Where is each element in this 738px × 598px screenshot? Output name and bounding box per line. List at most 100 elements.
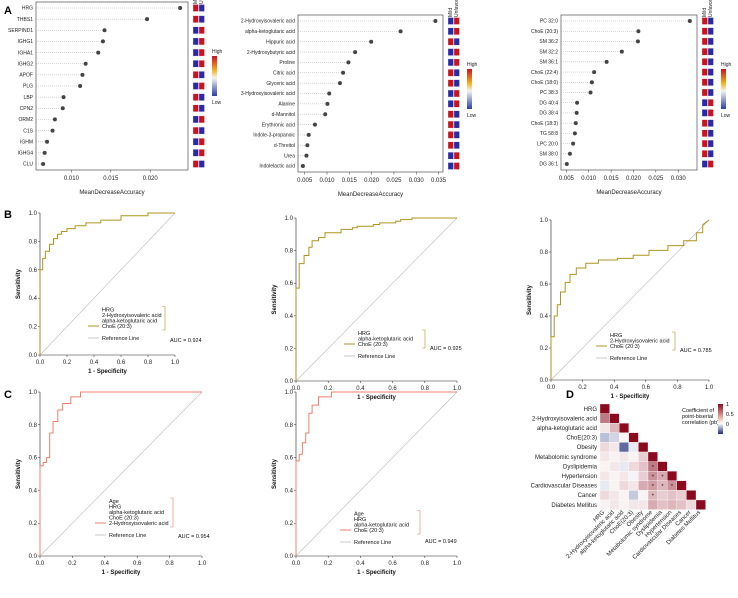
x-axis-label: MeanDecreaseAccuracy: [79, 190, 144, 196]
y-tick-label: 0.6: [540, 282, 549, 288]
unfavorable-cell: [453, 38, 460, 46]
corr-cell: [609, 461, 620, 472]
x-axis-label: MeanDecreaseAccuracy: [596, 190, 661, 196]
unfavorable-cell: [707, 99, 714, 107]
legend-reference-label: Reference Line: [358, 354, 395, 360]
corr-cell: [599, 499, 610, 510]
mild-cell: [701, 119, 708, 127]
unfavorable-cell: [198, 138, 205, 146]
y-tick-label: 0.2: [285, 346, 294, 352]
roc-plot-B1: 0.00.0 0.2 0.2 0.4 0.4 0.6 0.6 0.8 0.8 1.0 1.0 1 - …: [16, 211, 202, 375]
unfavorable-cell: [707, 47, 714, 56]
row-label: Obesity: [577, 445, 597, 451]
corr-cell: [638, 480, 649, 491]
corr-cell: [609, 480, 620, 491]
legend-entry: ChoE (20:3): [354, 528, 384, 534]
corr-cell: [638, 471, 649, 481]
feature-label: ChoE (18:3): [531, 121, 558, 127]
colorbar: [718, 404, 723, 434]
legend-gradient: [467, 69, 472, 109]
y-tick-label: 0.8: [285, 249, 294, 255]
corr-cell: [657, 461, 668, 472]
mild-cell: [192, 15, 199, 23]
dot-PC 32:0: [687, 19, 692, 23]
corr-cell: [619, 480, 629, 491]
y-tick-label: 0.0: [285, 379, 294, 385]
dot-SERPIND1: [102, 28, 107, 33]
x-tick-label: 0.0: [292, 561, 301, 567]
y-tick-label: 0.4: [29, 488, 38, 494]
corr-cell: [638, 442, 649, 453]
colorbar-tick-label: 0: [726, 422, 729, 428]
mild-cell: [192, 71, 199, 79]
x-tick-label: 0.8: [144, 360, 153, 366]
y-tick-label: 0.0: [285, 554, 294, 560]
legend-reference-label: Reference Line: [610, 356, 647, 362]
x-tick-label: 1.0: [705, 385, 714, 391]
legend-entry: HRG: [102, 308, 114, 314]
roc-plot-C1: 0.00.0 0.2 0.2 0.4 0.4 0.6 0.6 0.8 0.8 1.0 1.0 1 - …: [16, 390, 210, 576]
corr-cell: [609, 471, 620, 481]
corr-cell: [638, 499, 649, 510]
feature-label: Citric acid: [273, 70, 295, 76]
x-tick-label: 0.020: [626, 176, 642, 182]
x-tick-label: 0.010: [64, 176, 80, 182]
feature-label: ORM2: [19, 117, 34, 123]
y-tick-label: 1.0: [29, 390, 38, 396]
x-tick-label: 0.035: [431, 178, 447, 184]
row-label: Dyslipidemia: [563, 464, 598, 470]
unfavorable-cell: [453, 17, 460, 25]
x-tick-label: 1.0: [198, 561, 207, 567]
legend-entry: ChoE (20:3): [610, 344, 640, 350]
x-tick-label: 0.005: [559, 176, 575, 182]
feature-label: IGHM: [20, 139, 33, 145]
corr-cell: [609, 490, 620, 501]
x-axis-label: MeanDecreaseAccuracy: [338, 192, 403, 198]
dot-DG 38:4: [574, 110, 579, 115]
corr-cell: [638, 490, 649, 501]
mild-cell: [447, 79, 454, 87]
unfavorable-cell: [453, 151, 460, 160]
x-tick-label: 0.0: [36, 561, 45, 567]
legend-entry: HRG: [109, 505, 121, 511]
feature-label: ChoE (20:3): [531, 29, 558, 35]
y-tick-label: 0.2: [285, 521, 294, 527]
feature-label: IGHG2: [17, 61, 33, 67]
x-tick-label: 0.8: [165, 561, 174, 567]
mild-cell: [192, 115, 199, 124]
dot-ChoE (18:0): [589, 80, 594, 85]
legend-high-label: High: [467, 62, 478, 68]
y-axis-label: Sensitivity: [527, 284, 533, 315]
y-tick-label: 0.0: [29, 554, 38, 560]
corr-cell: [667, 499, 677, 510]
legend-entry: Age: [109, 499, 119, 505]
row-label: 2-Hydroxyisovaleric acid: [532, 416, 597, 422]
feature-label: 2-Hydroxyisovaleric acid: [241, 19, 295, 25]
dot-IGHM: [45, 139, 50, 144]
mild-cell: [447, 69, 454, 77]
y-tick-label: 0.2: [540, 346, 549, 352]
x-tick-label: 0.4: [610, 385, 619, 391]
y-tick-label: 0.8: [540, 250, 549, 256]
legend-entry: ChoE (20:3): [102, 324, 132, 330]
x-tick-label: 0.020: [364, 178, 380, 184]
mild-cell: [701, 58, 708, 66]
mild-cell: [447, 120, 454, 129]
y-tick-label: 1.0: [540, 218, 549, 224]
panel-label-a: A: [4, 5, 12, 17]
dot-DG 40:4: [575, 100, 580, 105]
reference-line: [39, 212, 176, 356]
feature-label: APOF: [19, 73, 33, 79]
dot-plot-frame: [297, 14, 444, 173]
dot-DG 36:1: [564, 162, 569, 166]
feature-label: DG 38:4: [539, 111, 558, 117]
unfavorable-cell: [707, 160, 714, 168]
feature-label: d-Mannitol: [272, 112, 295, 118]
unfavorable-cell: [453, 110, 460, 118]
legend-entry: alpha-ketoglutaric acid: [354, 523, 409, 529]
legend-entry: 2-Hydroxyisovaleric acid: [102, 313, 162, 319]
row-label: Hypertension: [562, 474, 597, 480]
mild-cell: [701, 160, 708, 168]
feature-label: PC 38:3: [540, 90, 558, 96]
unfavorable-cell: [707, 88, 714, 97]
